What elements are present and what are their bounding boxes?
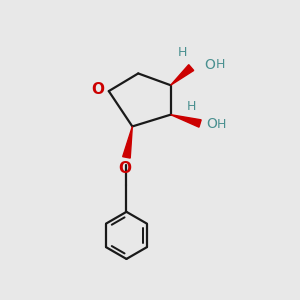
Text: H: H: [217, 118, 226, 130]
Text: O: O: [205, 58, 215, 72]
Polygon shape: [171, 115, 201, 127]
Text: H: H: [216, 58, 225, 71]
Text: O: O: [118, 161, 131, 176]
Polygon shape: [123, 126, 132, 158]
Polygon shape: [171, 64, 194, 85]
Text: O: O: [91, 82, 104, 97]
Text: O: O: [206, 117, 217, 131]
Text: H: H: [187, 100, 196, 113]
Text: H: H: [178, 46, 187, 59]
